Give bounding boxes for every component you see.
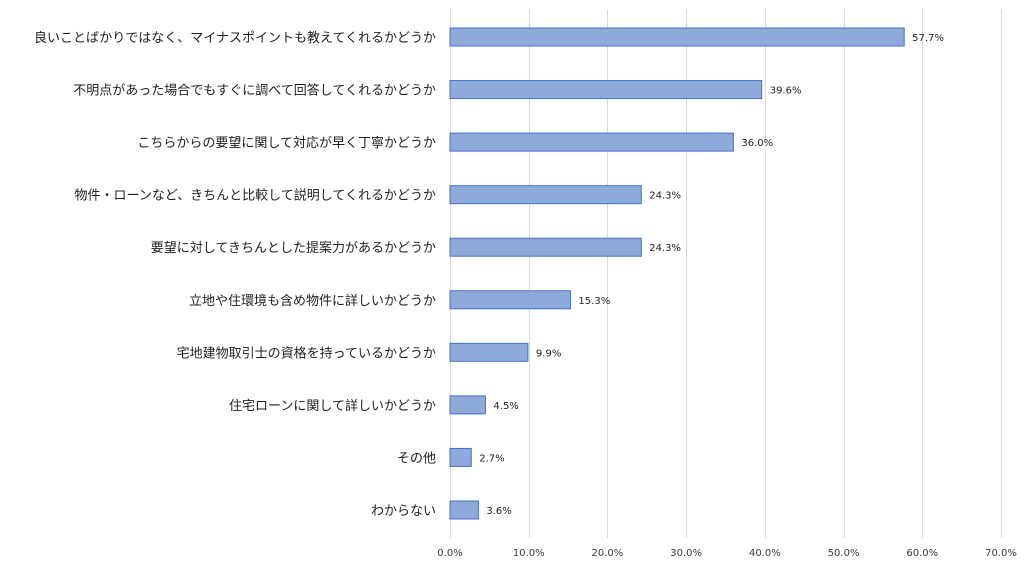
x-tick-label: 0.0% bbox=[437, 548, 462, 559]
data-label: 39.6% bbox=[770, 86, 802, 97]
x-tick-label: 60.0% bbox=[906, 548, 938, 559]
data-label: 57.7% bbox=[912, 33, 944, 44]
category-label: その他 bbox=[397, 451, 436, 466]
bar bbox=[449, 27, 905, 47]
category-label: 宅地建物取引士の資格を持っているかどうか bbox=[177, 345, 436, 361]
category-label: 立地や住環境も含め物件に詳しいかどうか bbox=[189, 293, 436, 309]
data-label: 2.7% bbox=[479, 453, 504, 464]
category-label: 要望に対してきちんとした提案力があるかどうか bbox=[151, 240, 436, 256]
data-label: 15.3% bbox=[578, 296, 610, 307]
x-tick-label: 10.0% bbox=[513, 548, 545, 559]
bar bbox=[449, 342, 529, 362]
data-label: 36.0% bbox=[741, 138, 773, 149]
category-label: 不明点があった場合でもすぐに調べて回答してくれるかどうか bbox=[73, 83, 436, 99]
data-label: 9.9% bbox=[536, 348, 561, 359]
category-labels: 良いことばかりではなく、マイナスポイントも教えてくれるかどうか不明点があった場合… bbox=[34, 30, 436, 519]
bar bbox=[449, 80, 763, 100]
bar bbox=[449, 447, 472, 467]
bar bbox=[449, 237, 642, 257]
x-axis-ticks: 0.0% 10.0% 20.0% 30.0% 40.0% 50.0% 60.0% 70.0% bbox=[437, 548, 1017, 559]
category-label: 良いことばかりではなく、マイナスポイントも教えてくれるかどうか bbox=[34, 30, 436, 46]
x-tick-label: 20.0% bbox=[592, 548, 624, 559]
bar bbox=[449, 500, 479, 520]
x-tick-label: 30.0% bbox=[670, 548, 702, 559]
category-label: こちらからの要望に関して対応が早く丁寧かどうか bbox=[137, 135, 436, 151]
value-labels: 57.7% 39.6% 36.0% 24.3% 24.3% 15.3% 9.9% 4.5% 2.… bbox=[479, 33, 944, 517]
bar bbox=[449, 395, 486, 415]
category-label: 住宅ローンに関して詳しいかどうか bbox=[229, 398, 436, 414]
bar bbox=[449, 290, 571, 310]
bars bbox=[449, 27, 905, 520]
bar bbox=[449, 185, 642, 205]
category-label: 物件・ローンなど、きちんと比較して説明してくれるかどうか bbox=[74, 188, 436, 204]
data-label: 24.3% bbox=[649, 243, 681, 254]
category-label: わからない bbox=[371, 504, 436, 519]
x-tick-label: 70.0% bbox=[985, 548, 1017, 559]
data-label: 3.6% bbox=[486, 506, 511, 517]
data-label: 4.5% bbox=[493, 401, 518, 412]
bar bbox=[449, 132, 734, 152]
data-label: 24.3% bbox=[649, 191, 681, 202]
x-tick-label: 40.0% bbox=[749, 548, 781, 559]
x-tick-label: 50.0% bbox=[828, 548, 860, 559]
